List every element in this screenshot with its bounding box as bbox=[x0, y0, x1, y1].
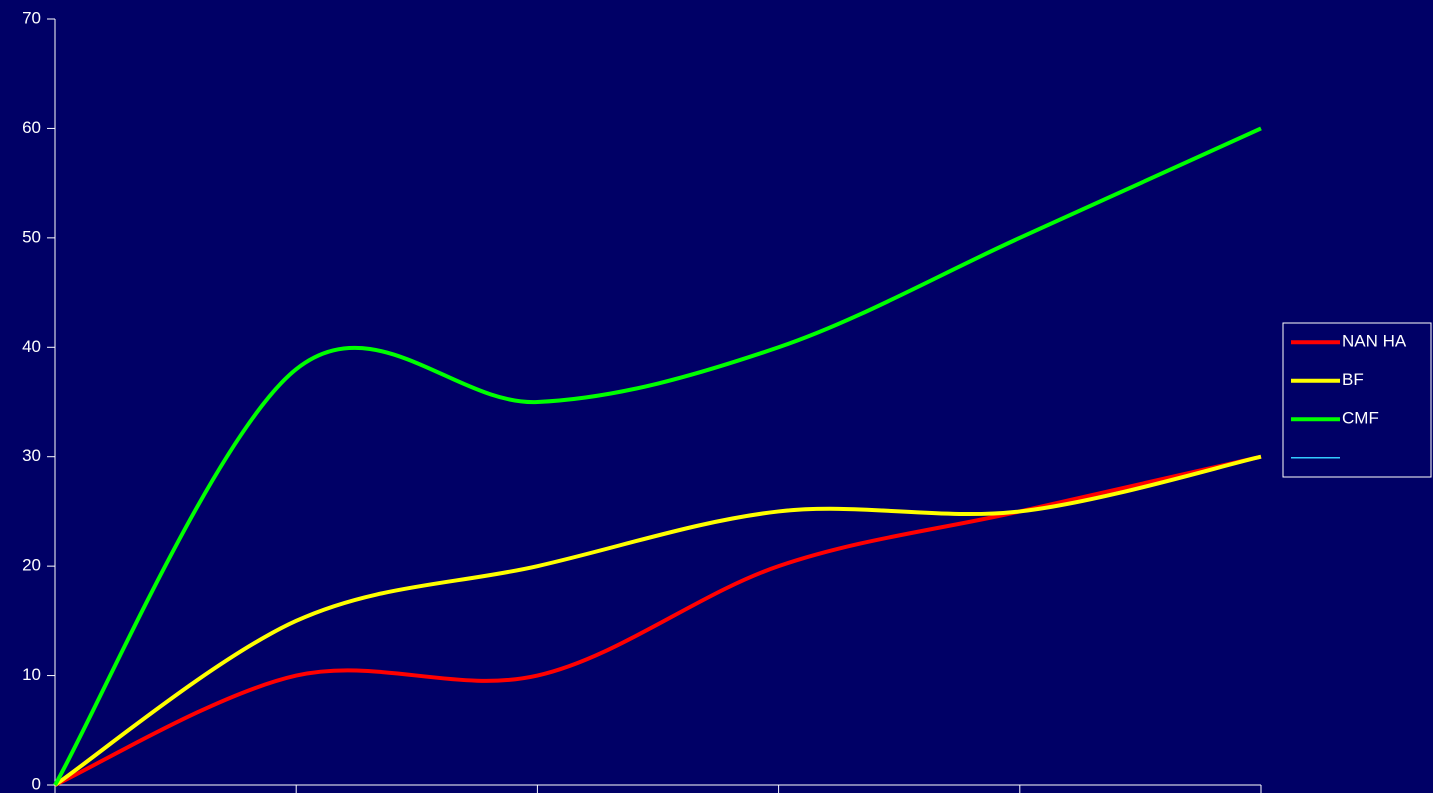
series-line bbox=[54, 454, 1262, 787]
y-tick-label: 50 bbox=[22, 227, 41, 246]
legend-label: CMF bbox=[1342, 409, 1379, 428]
y-tick-label: 70 bbox=[22, 8, 41, 27]
y-tick-label: 10 bbox=[22, 665, 41, 684]
legend-box bbox=[1282, 322, 1432, 478]
legend-label: NAN HA bbox=[1342, 332, 1407, 351]
y-tick-label: 40 bbox=[22, 337, 41, 356]
y-tick-label: 20 bbox=[22, 556, 41, 575]
y-tick-label: 60 bbox=[22, 118, 41, 137]
y-tick-label: 30 bbox=[22, 446, 41, 465]
legend-label: BF bbox=[1342, 370, 1364, 389]
series-line bbox=[53, 454, 1262, 787]
series-line bbox=[53, 126, 1262, 787]
y-tick-label: 0 bbox=[32, 774, 41, 793]
